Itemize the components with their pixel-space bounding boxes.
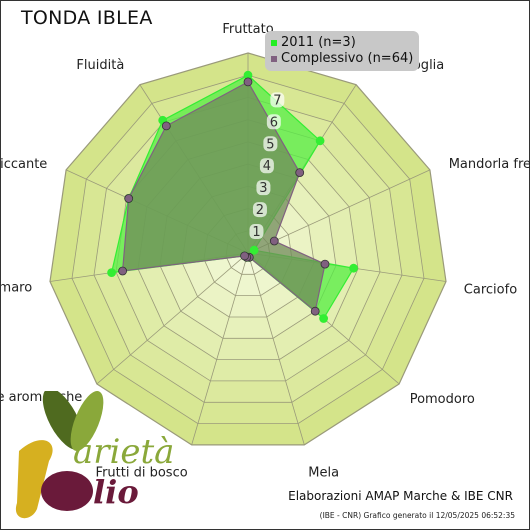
legend: 2011 (n=3) Complessivo (n=64)	[265, 31, 419, 71]
series-0-point-1	[315, 136, 325, 146]
series-1-point-8	[118, 266, 127, 276]
legend-item-2011: 2011 (n=3)	[271, 35, 356, 50]
tick-label-1: 1	[252, 225, 260, 240]
tick-bg-4	[259, 158, 274, 174]
tick-label-6: 6	[270, 115, 278, 130]
series-1-point-0	[243, 77, 253, 87]
category-label-0: Fruttato	[222, 22, 273, 37]
series-1-point-1	[295, 168, 305, 178]
tick-label-2: 2	[256, 203, 264, 218]
grid-spoke-6	[191, 252, 249, 446]
series-1-point-2	[269, 236, 279, 246]
series-1-point-7	[240, 251, 250, 261]
series-0-point-2	[249, 245, 259, 255]
category-label-8: Amaro	[1, 281, 32, 296]
legend-swatch-complessivo	[271, 55, 277, 62]
tick-bg-3	[256, 180, 271, 196]
series-1-point-9	[124, 194, 134, 203]
legend-label-2011: 2011 (n=3)	[281, 35, 356, 50]
category-label-4: Pomodoro	[410, 392, 475, 407]
chart-title: TONDA IBLEA	[21, 7, 153, 29]
series-1-point-3	[320, 259, 330, 269]
series-1-point-4	[310, 306, 320, 316]
category-label-6: Frutti di bosco	[96, 465, 188, 480]
footer-credit: Elaborazioni AMAP Marche & IBE CNR	[288, 489, 513, 503]
category-label-10: Fluidità	[76, 58, 124, 73]
tick-bg-7	[270, 92, 285, 108]
series-0-point-3	[349, 263, 359, 273]
footnote-generated: (IBE - CNR) Grafico generato il 12/05/20…	[319, 511, 515, 520]
tick-label-4: 4	[263, 159, 271, 174]
svg-text:arietà: arietà	[73, 432, 174, 472]
grid-spoke-5	[247, 252, 305, 446]
legend-swatch-2011	[271, 39, 277, 46]
series-0-point-8	[107, 268, 116, 278]
tick-label-5: 5	[266, 137, 274, 152]
legend-label-complessivo: Complessivo (n=64)	[281, 51, 414, 66]
svg-text:lio: lio	[93, 473, 139, 511]
tick-label-7: 7	[273, 93, 281, 108]
tick-bg-5	[263, 136, 278, 152]
tick-bg-2	[252, 202, 267, 218]
series-1-point-10	[161, 121, 171, 131]
tick-label-3: 3	[259, 181, 267, 196]
category-label-9: Piccante	[1, 157, 47, 172]
tick-bg-6	[266, 114, 281, 130]
grid-spoke-7	[96, 252, 249, 385]
category-label-2: Mandorla fresca	[449, 157, 530, 172]
series-0-point-4	[319, 314, 329, 323]
category-label-3: Carciofo	[464, 283, 517, 298]
legend-item-complessivo: Complessivo (n=64)	[271, 51, 413, 66]
grid-spoke-2	[247, 169, 431, 254]
tick-bg-1	[249, 224, 264, 240]
varieta-olio-logo: arietà lio	[15, 391, 174, 519]
category-label-5: Mela	[308, 465, 339, 480]
